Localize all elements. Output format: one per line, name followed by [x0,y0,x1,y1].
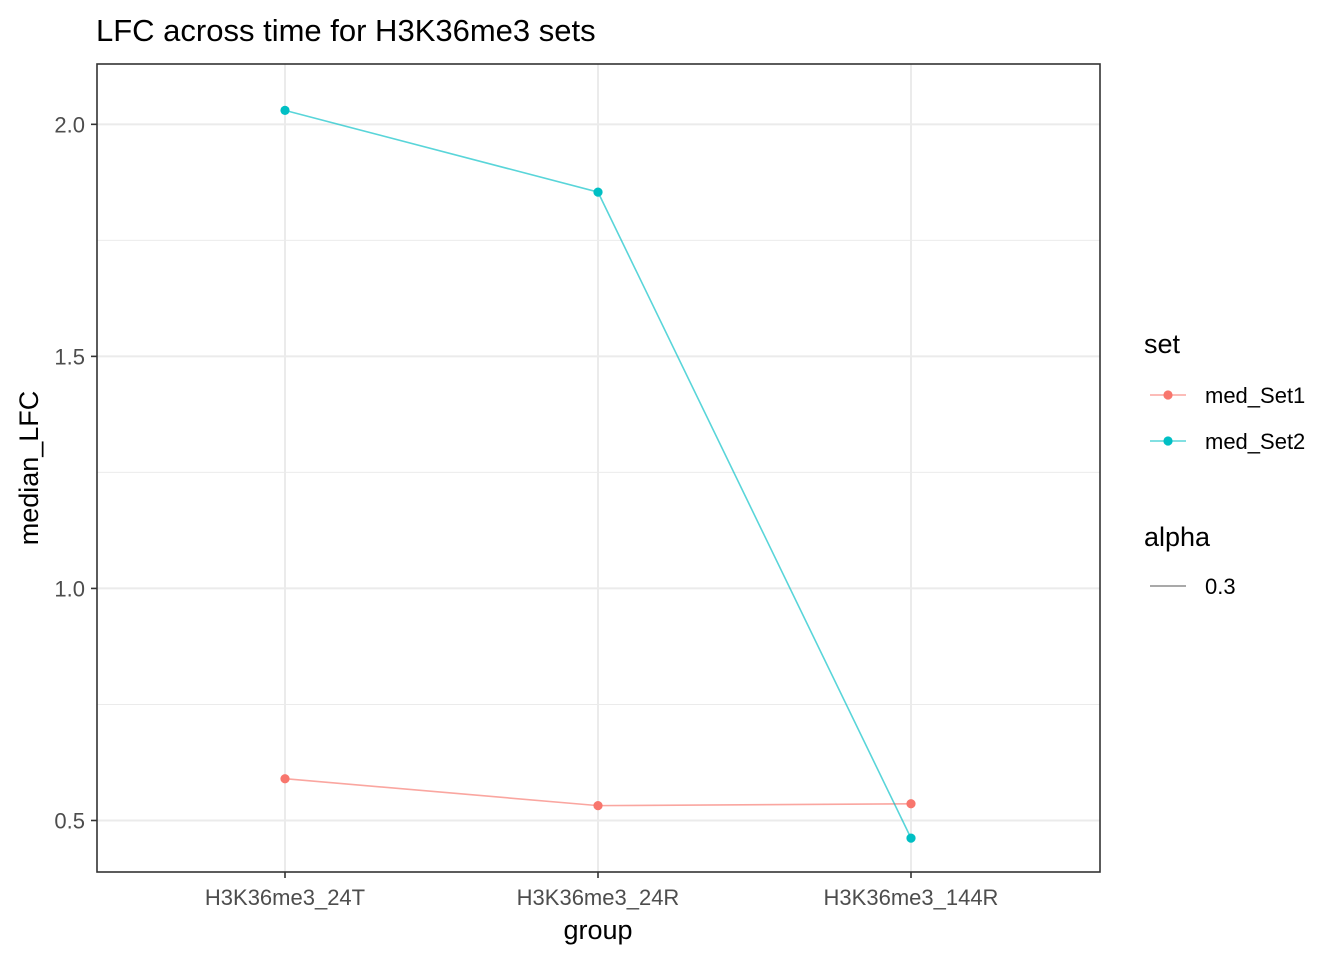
x-axis: H3K36me3_24T H3K36me3_24R H3K36me3_144R [205,872,999,910]
y-tick-label: 1.0 [54,576,85,601]
y-axis: 0.5 1.0 1.5 2.0 [54,112,97,833]
legend-key-point-med_Set1 [1163,390,1173,400]
y-tick-label: 2.0 [54,112,85,137]
major-gridlines [97,64,1100,872]
x-tick-label: H3K36me3_24R [517,885,680,910]
y-tick-label: 1.5 [54,344,85,369]
chart-title: LFC across time for H3K36me3 sets [96,13,596,48]
y-axis-title: median_LFC [14,391,44,546]
legend-alpha-value: 0.3 [1205,574,1236,599]
legend-key-point-med_Set2 [1163,436,1173,446]
x-axis-title: group [563,915,632,945]
data-point-med_Set1 [906,799,916,809]
legend-set-title: set [1144,329,1181,359]
series-layer [280,105,916,843]
legend-label-med_Set1: med_Set1 [1205,383,1305,408]
data-point-med_Set1 [280,774,290,784]
data-point-med_Set2 [593,187,603,197]
legend-set-items: med_Set1 med_Set2 [1150,383,1305,454]
legend-label-med_Set2: med_Set2 [1205,429,1305,454]
data-point-med_Set1 [593,801,603,811]
legend-alpha-title: alpha [1144,522,1211,552]
x-tick-label: H3K36me3_24T [205,885,365,910]
data-point-med_Set2 [280,105,290,116]
legend: set med_Set1 med_Set2 alpha 0.3 [1144,329,1305,599]
data-point-med_Set2 [906,833,916,843]
x-tick-label: H3K36me3_144R [824,885,999,910]
y-tick-label: 0.5 [54,808,85,833]
